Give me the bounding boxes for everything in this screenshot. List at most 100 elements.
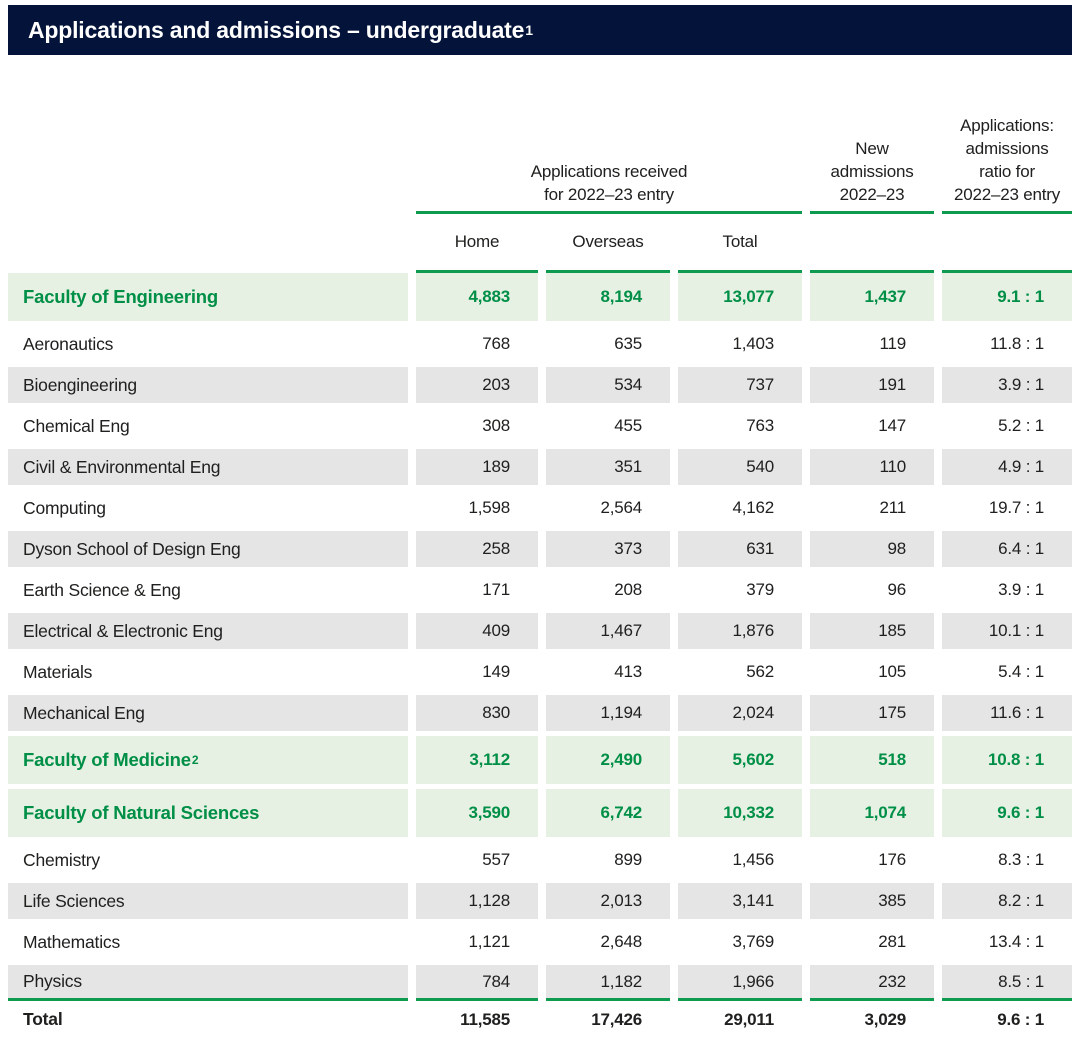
- cell-overseas: 455: [546, 408, 670, 444]
- cell-overseas: 208: [546, 572, 670, 608]
- subheader-overseas: Overseas: [572, 232, 644, 251]
- cell-home: 258: [416, 531, 538, 567]
- subheader-home: Home: [454, 232, 500, 251]
- cell-total: 5,602: [678, 736, 802, 784]
- cell-overseas: 8,194: [546, 270, 670, 321]
- cell-home: 3,590: [416, 789, 538, 837]
- cell-overseas: 2,564: [546, 490, 670, 526]
- row-label: Chemical Eng: [8, 408, 408, 444]
- table-row-faculty-medicine: Faculty of Medicine 2 3,112 2,490 5,602 5…: [8, 736, 1072, 784]
- table-row: Life Sciences 1,128 2,013 3,141 385 8.2 …: [8, 883, 1072, 919]
- cell-ratio: 8.3 : 1: [942, 842, 1072, 878]
- section-title-band: Applications and admissions – undergradu…: [8, 5, 1072, 55]
- table-row: Chemistry 557 899 1,456 176 8.3 : 1: [8, 842, 1072, 878]
- table-row: Bioengineering 203 534 737 191 3.9 : 1: [8, 367, 1072, 403]
- cell-home: 1,598: [416, 490, 538, 526]
- header-new-admissions: New admissions 2022–23: [810, 114, 934, 214]
- cell-total: 763: [678, 408, 802, 444]
- cell-admissions: 176: [810, 842, 934, 878]
- row-label: Mechanical Eng: [8, 695, 408, 731]
- table-row-faculty-natural-sciences: Faculty of Natural Sciences 3,590 6,742 …: [8, 789, 1072, 837]
- table-row: Electrical & Electronic Eng 409 1,467 1,…: [8, 613, 1072, 649]
- row-label: Chemistry: [8, 842, 408, 878]
- cell-admissions: 191: [810, 367, 934, 403]
- row-label: Faculty of Engineering: [8, 270, 408, 321]
- cell-overseas: 17,426: [546, 1001, 670, 1037]
- cell-overseas: 2,648: [546, 924, 670, 960]
- cell-admissions: 98: [810, 531, 934, 567]
- cell-admissions: 147: [810, 408, 934, 444]
- header-spacer: [8, 114, 408, 214]
- cell-admissions: 1,074: [810, 789, 934, 837]
- cell-overseas: 635: [546, 326, 670, 362]
- subheader-total: Total: [722, 232, 758, 251]
- cell-ratio: 3.9 : 1: [942, 367, 1072, 403]
- cell-home: 830: [416, 695, 538, 731]
- cell-total: 10,332: [678, 789, 802, 837]
- table-row: Computing 1,598 2,564 4,162 211 19.7 : 1: [8, 490, 1072, 526]
- cell-ratio: 11.6 : 1: [942, 695, 1072, 731]
- cell-admissions: 110: [810, 449, 934, 485]
- cell-overseas: 2,490: [546, 736, 670, 784]
- cell-admissions: 281: [810, 924, 934, 960]
- cell-ratio: 9.6 : 1: [942, 789, 1072, 837]
- cell-overseas: 534: [546, 367, 670, 403]
- table-row: Materials 149 413 562 105 5.4 : 1: [8, 654, 1072, 690]
- row-label: Materials: [8, 654, 408, 690]
- cell-home: 4,883: [416, 270, 538, 321]
- cell-total: 4,162: [678, 490, 802, 526]
- cell-total: 29,011: [678, 1001, 802, 1037]
- cell-overseas: 1,467: [546, 613, 670, 649]
- header-applications-received: Applications received for 2022–23 entry: [416, 114, 802, 214]
- cell-ratio: 10.8 : 1: [942, 736, 1072, 784]
- cell-overseas: 6,742: [546, 789, 670, 837]
- table-row: Mathematics 1,121 2,648 3,769 281 13.4 :…: [8, 924, 1072, 960]
- cell-home: 3,112: [416, 736, 538, 784]
- cell-overseas: 1,194: [546, 695, 670, 731]
- cell-admissions: 175: [810, 695, 934, 731]
- row-label: Physics: [8, 965, 408, 1001]
- row-label: Civil & Environmental Eng: [8, 449, 408, 485]
- cell-admissions: 185: [810, 613, 934, 649]
- cell-total: 3,141: [678, 883, 802, 919]
- table-row: Civil & Environmental Eng 189 351 540 11…: [8, 449, 1072, 485]
- cell-total: 379: [678, 572, 802, 608]
- table-row-total: Total 11,585 17,426 29,011 3,029 9.6 : 1: [8, 1001, 1072, 1037]
- cell-total: 2,024: [678, 695, 802, 731]
- cell-home: 149: [416, 654, 538, 690]
- cell-home: 768: [416, 326, 538, 362]
- row-label: Electrical & Electronic Eng: [8, 613, 408, 649]
- table-subheaders: Home Overseas Total: [8, 214, 1072, 270]
- cell-total: 562: [678, 654, 802, 690]
- table-row: Aeronautics 768 635 1,403 119 11.8 : 1: [8, 326, 1072, 362]
- cell-admissions: 518: [810, 736, 934, 784]
- cell-ratio: 11.8 : 1: [942, 326, 1072, 362]
- cell-total: 1,403: [678, 326, 802, 362]
- cell-total: 1,456: [678, 842, 802, 878]
- row-label: Total: [8, 1001, 408, 1037]
- cell-ratio: 8.2 : 1: [942, 883, 1072, 919]
- cell-ratio: 19.7 : 1: [942, 490, 1072, 526]
- row-label: Faculty of Medicine 2: [8, 736, 408, 784]
- cell-admissions: 232: [810, 965, 934, 1001]
- cell-home: 1,121: [416, 924, 538, 960]
- cell-ratio: 9.1 : 1: [942, 270, 1072, 321]
- cell-ratio: 9.6 : 1: [942, 1001, 1072, 1037]
- row-label: Faculty of Natural Sciences: [8, 789, 408, 837]
- cell-total: 3,769: [678, 924, 802, 960]
- cell-total: 737: [678, 367, 802, 403]
- table-row-faculty-engineering: Faculty of Engineering 4,883 8,194 13,07…: [8, 270, 1072, 321]
- cell-home: 409: [416, 613, 538, 649]
- table-row: Mechanical Eng 830 1,194 2,024 175 11.6 …: [8, 695, 1072, 731]
- cell-overseas: 351: [546, 449, 670, 485]
- cell-admissions: 1,437: [810, 270, 934, 321]
- cell-total: 1,876: [678, 613, 802, 649]
- cell-ratio: 4.9 : 1: [942, 449, 1072, 485]
- page-title: Applications and admissions – undergradu…: [28, 16, 525, 43]
- table-row: Chemical Eng 308 455 763 147 5.2 : 1: [8, 408, 1072, 444]
- row-label: Computing: [8, 490, 408, 526]
- cell-admissions: 105: [810, 654, 934, 690]
- row-label: Dyson School of Design Eng: [8, 531, 408, 567]
- cell-home: 11,585: [416, 1001, 538, 1037]
